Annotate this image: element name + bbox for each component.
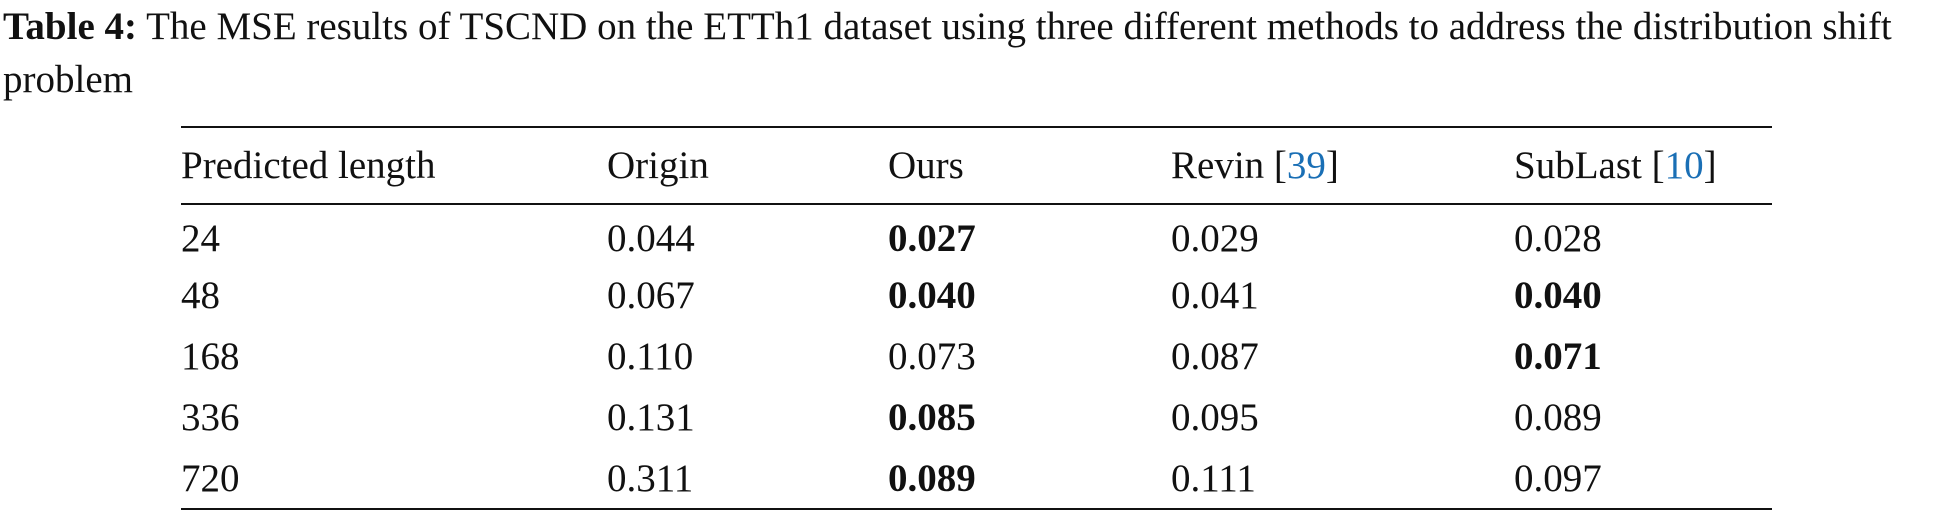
column-header: Predicted length — [181, 127, 607, 204]
column-header: Origin — [607, 127, 888, 204]
column-header: Revin [39] — [1171, 127, 1514, 204]
table-cell: 720 — [181, 456, 240, 500]
table-cell: 336 — [181, 396, 240, 439]
citation-link[interactable]: 10 — [1664, 144, 1704, 187]
table-cell: 0.040 — [888, 274, 976, 317]
table-cell: 0.073 — [888, 335, 976, 378]
table-row: 720 0.311 0.089 0.111 0.097 — [181, 448, 1772, 509]
table-cell: 0.071 — [1514, 335, 1602, 378]
header-text: Predicted length — [181, 144, 436, 187]
table-cell: 0.029 — [1171, 216, 1259, 260]
table-row: 336 0.131 0.085 0.095 0.089 — [181, 387, 1772, 448]
table-cell: 168 — [181, 335, 240, 378]
header-text: SubLast [ — [1514, 144, 1665, 187]
header-text: Origin — [607, 144, 709, 187]
table-cell: 0.067 — [607, 274, 695, 317]
table-body: 24 0.044 0.027 0.029 0.028 48 0.067 0.040 0.041 0… — [181, 204, 1772, 509]
column-header: SubLast [10] — [1514, 127, 1772, 204]
table-cell: 0.089 — [888, 456, 976, 500]
header-row: Predicted length Origin Ours Revin [39] SubL… — [181, 127, 1772, 204]
caption: Table 4: The MSE results of TSCND on the… — [3, 0, 1948, 106]
table: Predicted length Origin Ours Revin [39] SubL… — [181, 126, 1772, 510]
table-cell: 0.027 — [888, 216, 976, 260]
table-cell: 0.028 — [1514, 216, 1602, 260]
column-header: Ours — [888, 127, 1171, 204]
table-row: 24 0.044 0.027 0.029 0.028 — [181, 204, 1772, 265]
table-row: 168 0.110 0.073 0.087 0.071 — [181, 326, 1772, 387]
table-cell: 0.087 — [1171, 335, 1259, 378]
table-cell: 24 — [181, 216, 220, 260]
header-text: ] — [1703, 144, 1717, 187]
table-cell: 0.089 — [1514, 396, 1602, 439]
header-text: Revin [ — [1171, 144, 1287, 187]
table-cell: 0.041 — [1171, 274, 1259, 317]
header-text: ] — [1325, 144, 1339, 187]
citation-link[interactable]: 39 — [1286, 144, 1326, 187]
table-cell: 0.095 — [1171, 396, 1259, 439]
table-cell: 0.085 — [888, 396, 976, 439]
caption-label: Table 4: — [3, 5, 138, 48]
table-cell: 0.097 — [1514, 456, 1602, 500]
table-cell: 0.044 — [607, 216, 695, 260]
table-cell: 48 — [181, 274, 220, 317]
table-row: 48 0.067 0.040 0.041 0.040 — [181, 265, 1772, 326]
header-text: Ours — [888, 144, 964, 187]
table-cell: 0.111 — [1171, 456, 1256, 500]
table-cell: 0.110 — [607, 335, 694, 378]
table-cell: 0.040 — [1514, 274, 1602, 317]
table-cell: 0.131 — [607, 396, 695, 439]
table-cell: 0.311 — [607, 456, 694, 500]
caption-text: The MSE results of TSCND on the ETTh1 da… — [3, 5, 1892, 101]
